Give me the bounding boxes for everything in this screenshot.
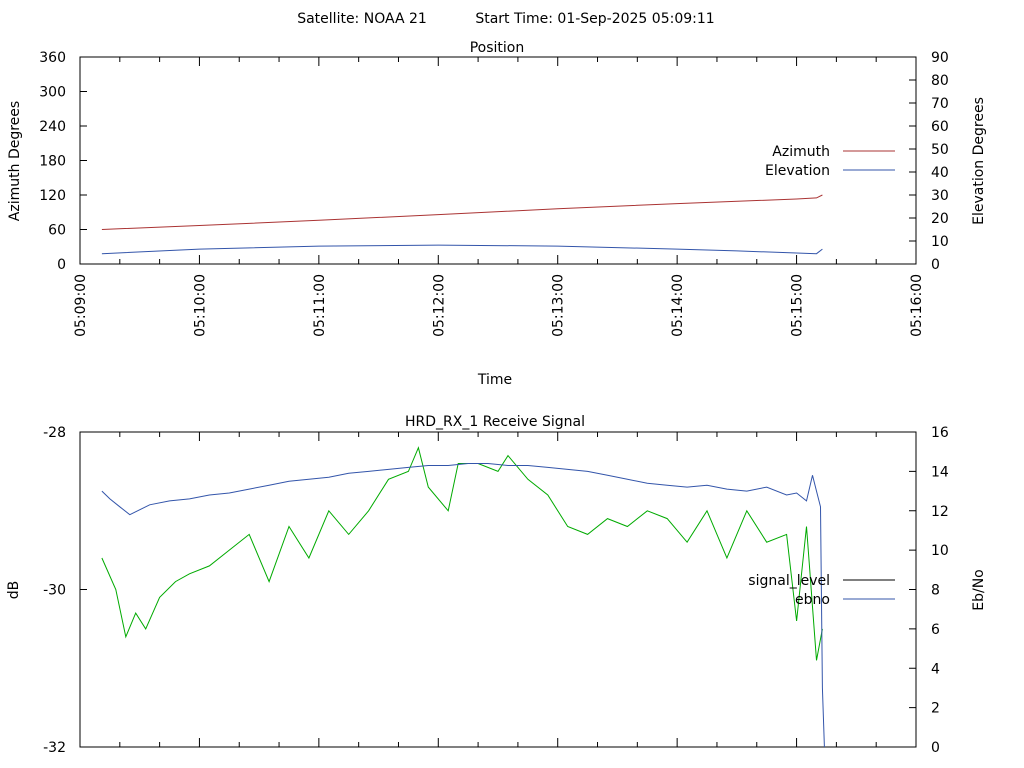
x-tick-label: 05:10:00 — [192, 274, 208, 337]
y2-tick-label: 14 — [931, 464, 949, 480]
y2-tick-label: 20 — [931, 211, 949, 227]
y2-tick-label: 10 — [931, 234, 949, 250]
legend-label: signal_level — [748, 573, 830, 589]
y2-tick-label: 2 — [931, 701, 940, 717]
x-tick-label: 05:13:00 — [551, 274, 567, 337]
x-tick-label: 05:09:00 — [73, 274, 89, 337]
y-tick-label: -28 — [43, 425, 66, 441]
position-y2-axis-label: Elevation Degrees — [971, 97, 987, 225]
y2-tick-label: 90 — [931, 50, 949, 66]
y-tick-label: 300 — [39, 85, 66, 101]
signal-y-axis-label: dB — [6, 581, 22, 600]
x-tick-label: 05:14:00 — [670, 274, 686, 337]
legend-label: Azimuth — [772, 144, 830, 160]
x-tick-label: 05:12:00 — [431, 274, 447, 337]
y-tick-label: 180 — [39, 154, 66, 170]
satellite-label: Satellite: NOAA 21 — [297, 11, 427, 27]
position-y-axis-label: Azimuth Degrees — [7, 101, 23, 221]
x-tick-label: 05:11:00 — [312, 274, 328, 337]
x-tick-label: 05:16:00 — [909, 274, 925, 337]
signal-chart: HRD_RX_1 Receive Signal dB Eb/No -32-30-… — [6, 414, 987, 756]
position-series — [101, 194, 823, 255]
position-legend: Azimuth Elevation — [765, 144, 895, 179]
series-line-elevation — [101, 244, 823, 255]
position-chart-title: Position — [470, 40, 525, 56]
signal-axis-ticks: -32 -30 -28 0 2 4 6 8 10 12 14 16 — [43, 425, 949, 756]
y-tick-label: 240 — [39, 119, 66, 135]
signal-y2-axis-label: Eb/No — [971, 569, 987, 611]
y2-tick-label: 8 — [931, 583, 940, 599]
y-tick-label: -30 — [43, 583, 66, 599]
position-plot-frame — [79, 56, 917, 265]
y2-tick-label: 0 — [931, 740, 940, 756]
y2-tick-label: 70 — [931, 96, 949, 112]
y2-tick-label: 30 — [931, 188, 949, 204]
y2-tick-label: 6 — [931, 622, 940, 638]
y2-tick-label: 40 — [931, 165, 949, 181]
position-axis-ticks: 0 60 120 180 240 300 360 0 10 20 30 40 50 60 70 80 90 05:… — [39, 50, 949, 337]
y2-tick-label: 80 — [931, 73, 949, 89]
legend-label: Elevation — [765, 163, 830, 179]
position-x-axis-label: Time — [477, 372, 512, 388]
signal-plot-frame — [79, 431, 917, 748]
series-line-signal-level — [101, 446, 823, 661]
position-chart: Position Azimuth Degrees Elevation Degre… — [7, 40, 987, 388]
y-tick-label: 120 — [39, 188, 66, 204]
signal-series — [101, 446, 825, 748]
y2-tick-label: 60 — [931, 119, 949, 135]
y2-tick-label: 10 — [931, 543, 949, 559]
y-tick-label: 60 — [48, 223, 66, 239]
series-line-azimuth — [101, 194, 823, 230]
y2-tick-label: 0 — [931, 257, 940, 273]
y-tick-label: 0 — [57, 257, 66, 273]
start-time-label: Start Time: 01-Sep-2025 05:09:11 — [475, 11, 714, 27]
y-tick-label: -32 — [43, 740, 66, 756]
y-tick-label: 360 — [39, 50, 66, 66]
y2-tick-label: 4 — [931, 661, 940, 677]
y2-tick-label: 16 — [931, 425, 949, 441]
y2-tick-label: 50 — [931, 142, 949, 158]
signal-chart-title: HRD_RX_1 Receive Signal — [405, 414, 585, 430]
y2-tick-label: 12 — [931, 504, 949, 520]
legend-label: ebno — [795, 592, 830, 608]
x-tick-label: 05:15:00 — [790, 274, 806, 337]
series-line-ebno — [101, 463, 825, 748]
